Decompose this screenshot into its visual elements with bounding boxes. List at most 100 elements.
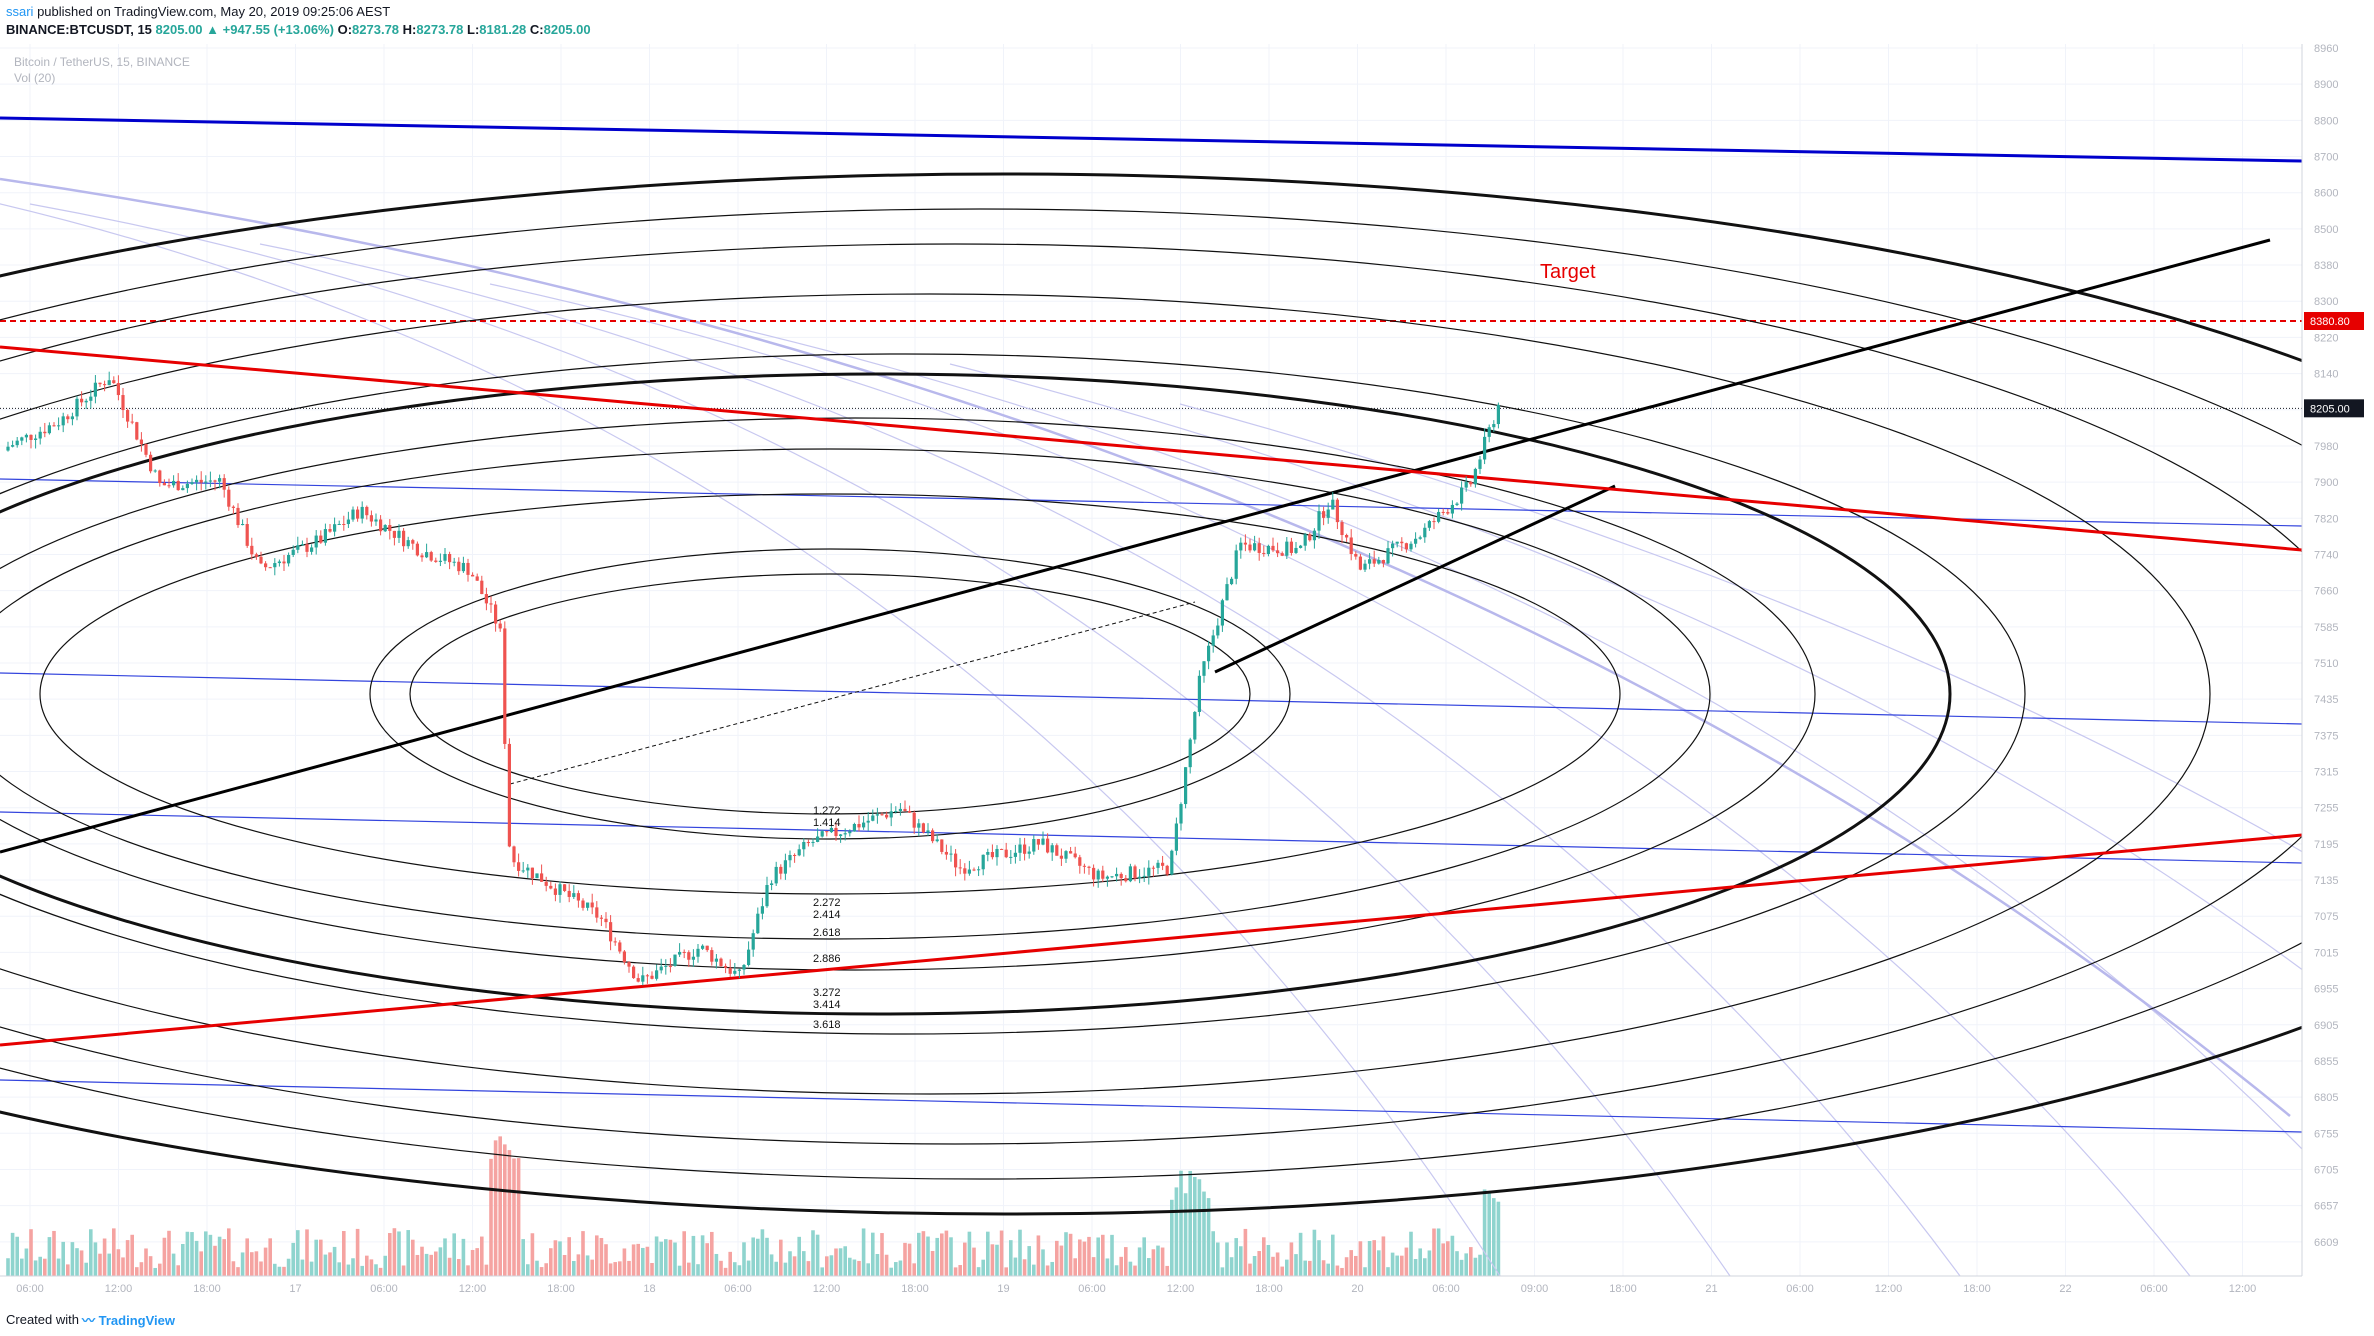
candle-body (728, 967, 732, 974)
tradingview-logo[interactable]: 〰 TradingView (82, 1313, 175, 1328)
volume-bar (825, 1256, 829, 1276)
candle-body (415, 543, 419, 556)
candle-body (1294, 547, 1298, 553)
volume-bar (429, 1254, 433, 1276)
candle-body (1340, 522, 1344, 536)
candle-body (323, 529, 327, 543)
volume-bar (254, 1251, 259, 1276)
candle-body (737, 969, 741, 971)
author-link[interactable]: ssari (6, 4, 34, 19)
volume-bar (1124, 1247, 1128, 1276)
candle-body (448, 553, 452, 563)
volume-bar (135, 1267, 139, 1276)
volume-bar (1105, 1258, 1110, 1276)
candle-body (185, 483, 189, 489)
volume-bar (139, 1262, 144, 1276)
candle-body (517, 862, 521, 871)
volume-bar (1045, 1265, 1050, 1276)
volume-bar (489, 1158, 493, 1276)
volume-bar (282, 1266, 286, 1276)
volume-bar (1114, 1265, 1119, 1276)
candle-body (80, 398, 84, 403)
candle-body (425, 552, 429, 558)
candle-body (760, 906, 764, 914)
resistance-line (0, 116, 2303, 163)
volume-bar (56, 1258, 61, 1276)
fib-circle (369, 548, 1291, 840)
candle-body (126, 410, 130, 422)
time-tick-label: 17 (289, 1283, 301, 1295)
candle-body (871, 815, 875, 821)
fan-arc (949, 363, 2374, 1026)
volume-bar (714, 1253, 719, 1276)
volume-bar (503, 1144, 507, 1276)
candle-body (1381, 559, 1385, 564)
candlestick-series (6, 371, 1500, 986)
volume-bar (848, 1257, 852, 1276)
candle-body (687, 952, 691, 960)
candle-body (719, 958, 723, 966)
candle-body (1179, 804, 1183, 824)
volume-bar (1013, 1257, 1018, 1276)
candle-body (162, 483, 166, 486)
publish-info: published on TradingView.com, May 20, 20… (37, 4, 391, 19)
volume-bar (475, 1248, 479, 1276)
candle-body (724, 965, 728, 968)
candle-body (208, 480, 212, 482)
time-tick-label: 09:00 (1521, 1283, 1549, 1295)
candle-body (75, 398, 79, 417)
candle-body (903, 808, 907, 811)
candle-body (287, 554, 291, 564)
time-axis[interactable]: 06:00 12:00 18:00 17 06:00 12:00 18:00 18 06:00 1… (0, 1275, 2302, 1295)
volume-bar (1280, 1266, 1284, 1276)
volume-bar (1340, 1267, 1344, 1276)
candle-body (940, 839, 944, 852)
candle-body (1197, 675, 1201, 712)
candle-body (310, 547, 314, 552)
candle-body (954, 853, 958, 868)
candle-body (107, 380, 111, 386)
price-tick-label: 8600 (2314, 188, 2338, 200)
volume-bar (880, 1233, 884, 1276)
volume-bar (512, 1158, 516, 1276)
volume-bar (526, 1264, 530, 1276)
volume-bar (585, 1255, 590, 1276)
volume-bar (861, 1228, 866, 1276)
candle-body (434, 560, 438, 562)
time-tick-label: 06:00 (1432, 1283, 1460, 1295)
volume-bar (917, 1232, 921, 1276)
candle-body (383, 525, 387, 532)
candle-body (1308, 534, 1312, 541)
time-tick-label: 06:00 (1786, 1283, 1814, 1295)
candle-body (530, 867, 534, 879)
candle-body (885, 814, 889, 818)
price-axis-bg (2302, 44, 2374, 1302)
volume-bar (286, 1258, 291, 1276)
target-price-label: 8380.80 (2310, 316, 2350, 328)
high-value: 8273.78 (416, 22, 464, 37)
candle-body (944, 851, 948, 855)
volume-bar (958, 1265, 962, 1276)
volume-bar (599, 1237, 604, 1276)
volume-bar (549, 1248, 553, 1276)
candle-body (839, 834, 843, 837)
fib-circle (0, 372, 1952, 1016)
candle-body (457, 561, 461, 572)
candle-body (1092, 867, 1096, 880)
volume-bar (116, 1249, 121, 1276)
price-axis[interactable]: 8960 8900 8800 8700 8600 8500 8380 8300 8220 8140… (2301, 44, 2374, 1302)
volume-bar (1492, 1198, 1496, 1276)
candle-body (1128, 866, 1132, 882)
candle-body (1082, 865, 1086, 867)
candle-body (958, 867, 962, 869)
channel-line (0, 1079, 2303, 1133)
price-tick-label: 8140 (2314, 369, 2338, 381)
volume-bar (1239, 1246, 1243, 1276)
volume-bar (43, 1258, 47, 1276)
created-with: Created with (6, 1312, 79, 1327)
volume-bar (1142, 1237, 1146, 1276)
price-tick-label: 7255 (2314, 803, 2338, 815)
candle-body (167, 485, 171, 487)
volume-bar (1395, 1255, 1399, 1276)
